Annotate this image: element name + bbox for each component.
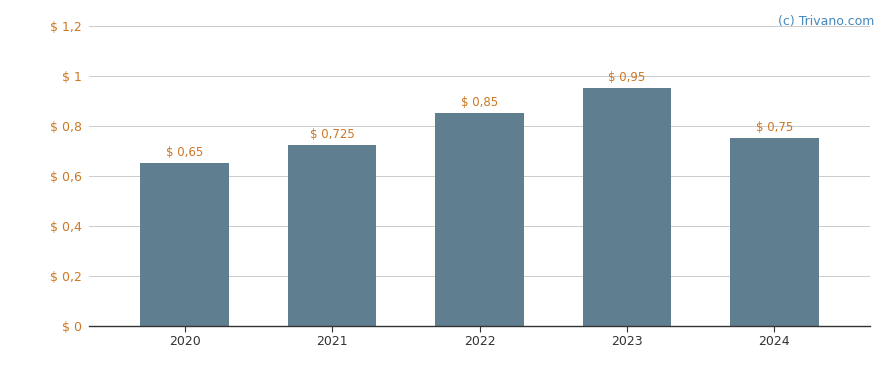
Bar <box>288 145 377 326</box>
Bar <box>583 88 671 326</box>
Text: $ 0,725: $ 0,725 <box>310 128 354 141</box>
Bar <box>730 138 819 326</box>
Bar <box>140 163 229 326</box>
Text: (c) Trivano.com: (c) Trivano.com <box>778 15 875 28</box>
Text: $ 0,95: $ 0,95 <box>608 71 646 84</box>
Bar <box>435 113 524 326</box>
Text: $ 0,65: $ 0,65 <box>166 146 203 159</box>
Text: $ 0,75: $ 0,75 <box>756 121 793 134</box>
Text: $ 0,85: $ 0,85 <box>461 96 498 109</box>
